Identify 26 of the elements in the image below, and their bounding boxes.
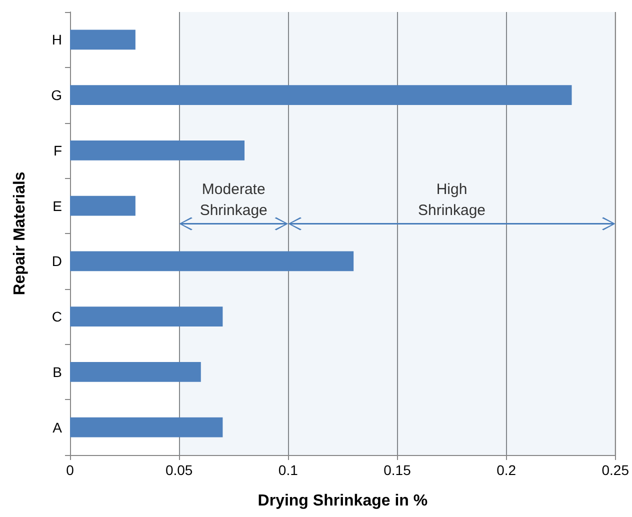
y-tick-label: F (53, 142, 62, 158)
x-tick-label: 0.1 (278, 462, 298, 478)
bar (70, 140, 245, 160)
bar (70, 85, 572, 106)
x-tick-label: 0.15 (384, 462, 412, 478)
y-axis-title: Repair Materials (12, 172, 28, 296)
bar (70, 196, 136, 216)
x-tick-label: 0.2 (496, 462, 516, 478)
bar (70, 30, 136, 50)
y-tick-label: A (52, 419, 63, 436)
x-tick-label: 0.25 (602, 462, 630, 478)
x-tick-label: 0.05 (165, 462, 193, 478)
y-tick-label: C (52, 308, 62, 325)
x-axis-title: Drying Shrinkage in % (258, 492, 428, 510)
bar (70, 417, 223, 438)
y-tick-label: D (52, 253, 62, 270)
band-label: High Shrinkage (418, 180, 486, 219)
y-tick-label: G (51, 87, 62, 104)
x-tick-label: 0 (66, 462, 74, 478)
y-tick-label: E (52, 198, 62, 214)
band-label: Moderate Shrinkage (200, 180, 268, 219)
bar (70, 251, 354, 272)
y-tick-label: H (52, 32, 62, 48)
bar (70, 362, 201, 382)
bar (70, 306, 223, 327)
y-tick-label: B (52, 364, 62, 380)
